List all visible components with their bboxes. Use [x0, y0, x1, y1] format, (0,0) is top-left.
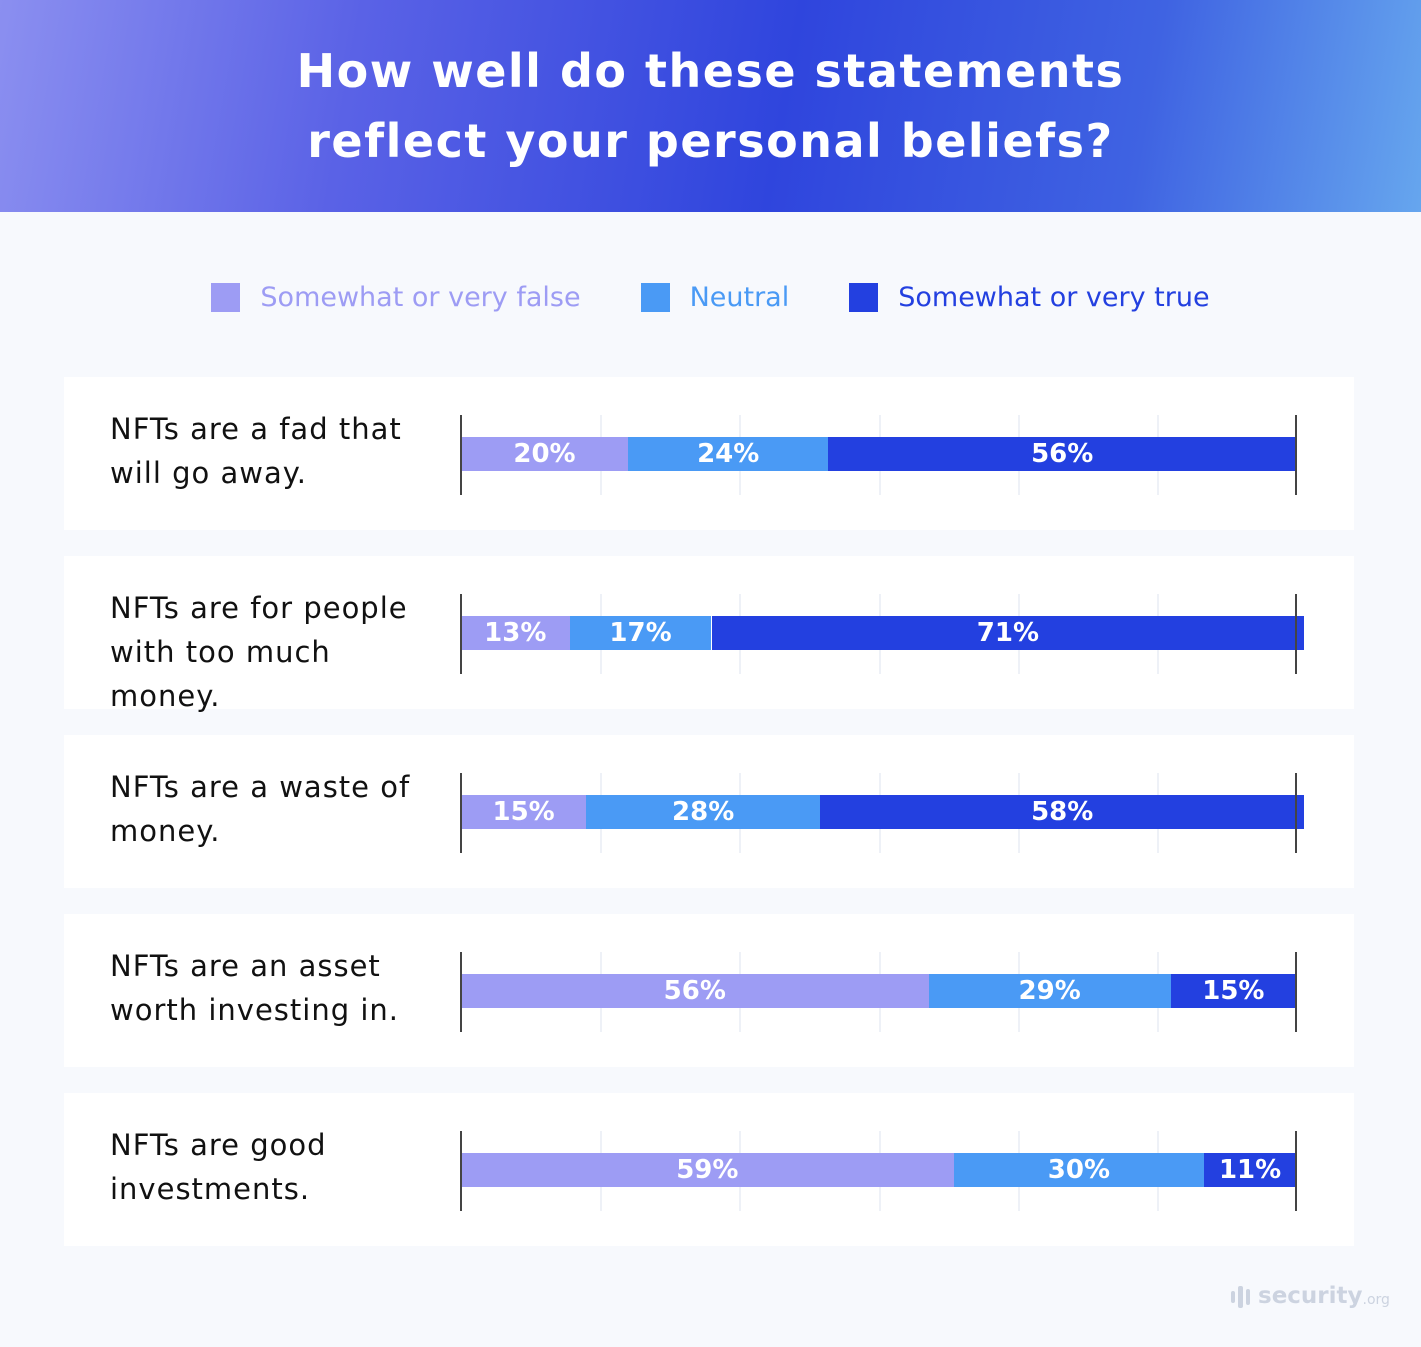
data-label: 13% — [484, 618, 547, 648]
data-label: 29% — [1018, 976, 1081, 1006]
legend-item: Somewhat or very true — [849, 282, 1210, 313]
legend-label: Neutral — [689, 282, 790, 313]
bar-segment: 24% — [628, 437, 829, 471]
category-label: NFTs are good investments. — [110, 1128, 327, 1206]
bar-segment: 30% — [953, 1153, 1205, 1187]
axis-line-left — [460, 952, 462, 1032]
bar-segment: 13% — [461, 616, 570, 650]
legend: Somewhat or very false Neutral Somewhat or… — [0, 282, 1421, 313]
axis-line-right — [1295, 594, 1297, 674]
bar-plot: 13% 17% 71% — [460, 594, 1305, 674]
bar-plot: 20% 24% 56% — [460, 415, 1297, 495]
data-label: 20% — [513, 439, 576, 469]
chart-row: NFTs are good investments. 59% 30% 11% — [64, 1093, 1354, 1246]
bar-segment: 58% — [820, 795, 1305, 829]
chart-row: NFTs are a fad that will go away. 20% 24% 5… — [64, 377, 1354, 530]
axis-line-left — [460, 773, 462, 853]
data-label: 17% — [609, 618, 672, 648]
category-label: NFTs are a waste of money. — [110, 770, 411, 848]
legend-label: Somewhat or very false — [260, 282, 581, 313]
bar-segment: 71% — [711, 616, 1305, 650]
bar-segment: 28% — [586, 795, 821, 829]
category-label: NFTs are an asset worth investing in. — [110, 949, 399, 1027]
data-label: 59% — [676, 1155, 739, 1185]
bar-segment: 59% — [461, 1153, 954, 1187]
chart-row: NFTs are for people with too much money.… — [64, 556, 1354, 713]
legend-item: Somewhat or very false — [211, 282, 581, 313]
data-label: 11% — [1218, 1155, 1282, 1185]
category-label: NFTs are for people with too much money. — [110, 591, 408, 713]
axis-line-left — [460, 415, 462, 495]
axis-line-left — [460, 594, 462, 674]
bar-segment: 56% — [828, 437, 1296, 471]
bar-plot: 56% 29% 15% — [460, 952, 1297, 1032]
bar-segment: 15% — [461, 795, 587, 829]
logo-text: security — [1258, 1283, 1363, 1309]
brand-logo: security .org — [1230, 1283, 1390, 1309]
axis-line-right — [1295, 1131, 1297, 1211]
legend-item: Neutral — [640, 282, 790, 313]
bar-segment: 17% — [569, 616, 712, 650]
data-label: 58% — [1031, 797, 1094, 827]
bar-segment: 20% — [461, 437, 628, 471]
bar-segment: 15% — [1170, 974, 1296, 1008]
data-label: 15% — [1202, 976, 1265, 1006]
data-label: 15% — [492, 797, 555, 827]
header-banner: How well do these statements reflect you… — [0, 0, 1421, 212]
bar-plot: 59% 30% 11% — [460, 1131, 1297, 1211]
bar-plot: 15% 28% 58% — [460, 773, 1305, 853]
chart-row: NFTs are an asset worth investing in. 56%… — [64, 914, 1354, 1067]
logo-icon — [1231, 1286, 1250, 1308]
axis-line-right — [1295, 415, 1297, 495]
legend-swatch — [849, 283, 879, 312]
data-label: 56% — [663, 976, 726, 1006]
data-label: 30% — [1047, 1155, 1110, 1185]
axis-line-left — [460, 1131, 462, 1211]
axis-line-right — [1295, 952, 1297, 1032]
data-label: 24% — [697, 439, 760, 469]
legend-swatch — [211, 283, 241, 312]
bar-segment: 11% — [1204, 1153, 1296, 1187]
legend-swatch — [640, 283, 670, 312]
data-label: 28% — [672, 797, 735, 827]
bar-segment: 29% — [928, 974, 1171, 1008]
legend-label: Somewhat or very true — [898, 282, 1210, 313]
axis-line-right — [1295, 773, 1297, 853]
bar-segment: 56% — [461, 974, 929, 1008]
chart-title: How well do these statements reflect you… — [296, 44, 1125, 168]
category-label: NFTs are a fad that will go away. — [110, 412, 402, 490]
data-label: 71% — [976, 618, 1040, 648]
chart-row: NFTs are a waste of money. 15% 28% 58% — [64, 735, 1354, 888]
data-label: 56% — [1031, 439, 1094, 469]
logo-suffix: .org — [1362, 1292, 1390, 1308]
